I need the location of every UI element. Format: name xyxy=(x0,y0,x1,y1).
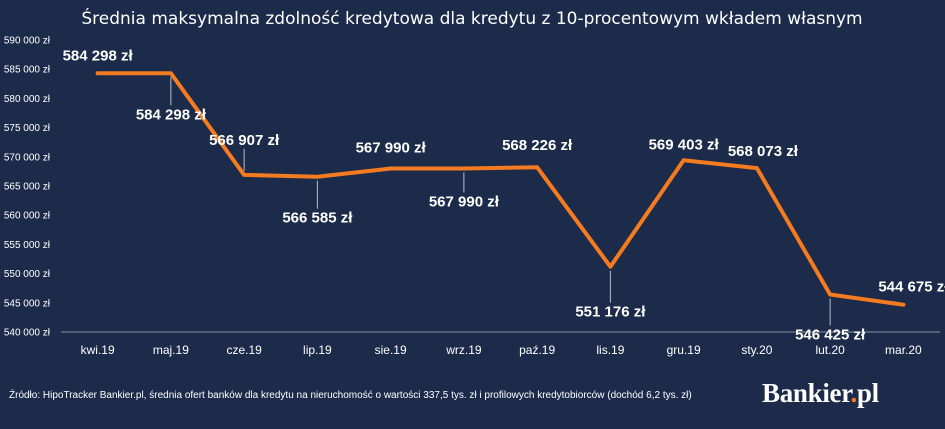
data-label: 544 675 zł xyxy=(878,279,945,296)
y-tick-label: 565 000 zł xyxy=(4,182,51,193)
x-tick-label: sty.20 xyxy=(741,343,772,357)
data-label: 569 403 zł xyxy=(649,136,720,153)
data-label: 566 585 zł xyxy=(282,210,353,227)
x-tick-label: mar.20 xyxy=(885,343,922,357)
y-tick-label: 555 000 zł xyxy=(4,240,51,251)
x-tick-label: lip.19 xyxy=(303,343,332,357)
label-leader-lines xyxy=(170,77,831,326)
logo-main: Bankier xyxy=(762,378,851,408)
data-label: 566 907 zł xyxy=(209,132,280,149)
data-label: 567 990 zł xyxy=(429,194,500,211)
y-tick-label: 540 000 zł xyxy=(4,328,51,339)
data-label: 567 990 zł xyxy=(356,140,427,157)
data-label: 568 073 zł xyxy=(728,143,799,160)
y-tick-label: 560 000 zł xyxy=(4,211,51,222)
source-note: Źródło: HipoTracker Bankier.pl, średnia … xyxy=(9,390,692,401)
data-label: 546 425 zł xyxy=(795,326,866,343)
data-label: 584 298 zł xyxy=(63,47,134,64)
x-axis-ticks: kwi.19 maj.19 cze.19 lip.19 sie.19 wrz.19 paź.… xyxy=(81,343,922,357)
logo-suffix: pl xyxy=(856,378,879,408)
y-axis-ticks: 540 000 zł 545 000 zł 550 000 zł 555 000 zł… xyxy=(4,36,51,339)
bankier-logo: Bankier.pl xyxy=(762,378,879,409)
x-tick-label: wrz.19 xyxy=(445,343,482,357)
y-tick-label: 590 000 zł xyxy=(4,36,51,47)
logo-dot: . xyxy=(850,378,857,408)
y-tick-label: 545 000 zł xyxy=(4,298,51,309)
x-tick-label: gru.19 xyxy=(667,343,701,357)
y-tick-label: 575 000 zł xyxy=(4,123,51,134)
chart-title: Średnia maksymalna zdolność kredytowa dl… xyxy=(81,7,862,29)
x-tick-label: sie.19 xyxy=(375,343,407,357)
y-tick-label: 550 000 zł xyxy=(4,269,51,280)
y-tick-label: 580 000 zł xyxy=(4,94,51,105)
y-tick-label: 570 000 zł xyxy=(4,152,51,163)
data-label: 584 298 zł xyxy=(136,106,207,123)
x-tick-label: kwi.19 xyxy=(81,343,115,357)
data-label: 551 176 zł xyxy=(575,304,646,321)
y-tick-label: 585 000 zł xyxy=(4,65,51,76)
x-tick-label: maj.19 xyxy=(153,343,189,357)
x-tick-label: cze.19 xyxy=(226,343,262,357)
data-label: 568 226 zł xyxy=(502,137,573,154)
x-tick-label: paź.19 xyxy=(519,343,555,357)
x-tick-label: lis.19 xyxy=(596,343,624,357)
x-tick-label: lut.20 xyxy=(815,343,845,357)
series-line xyxy=(95,71,906,307)
